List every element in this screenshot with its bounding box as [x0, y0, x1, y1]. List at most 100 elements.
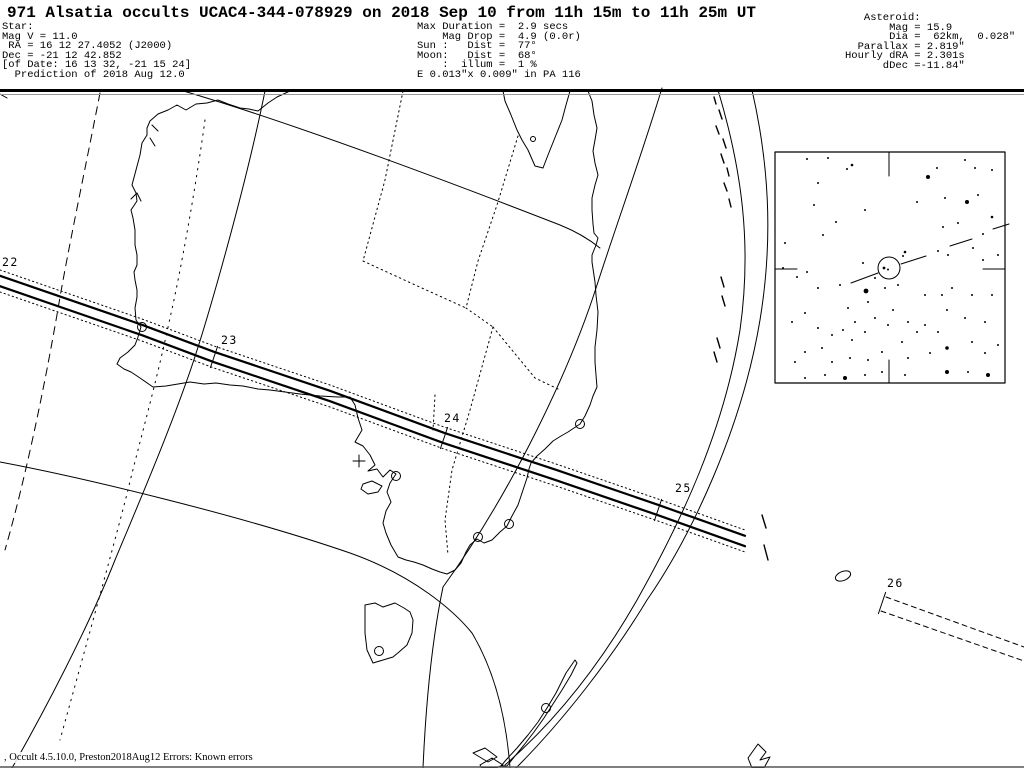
hour-label-24: 24	[444, 411, 461, 425]
inset-star	[864, 331, 866, 333]
status-bar: , Occult 4.5.10.0, Preston2018Aug12 Erro…	[2, 752, 255, 763]
asteroid-info-block: Asteroid: Mag = 15.9 Dia = 62km, 0.028" …	[845, 12, 1016, 72]
inset-star	[827, 157, 829, 159]
inset-star	[864, 374, 866, 376]
inset-star	[835, 221, 837, 223]
hour-tick-24	[439, 426, 449, 450]
map-annotations: 22 23 24 25 26	[2, 255, 904, 713]
hour-label-26: 26	[887, 576, 904, 590]
inset-star	[862, 262, 864, 264]
inset-crosshair-ticks	[774, 151, 1006, 384]
inset-star	[863, 288, 869, 294]
asteroid-track-dashdot	[850, 223, 1010, 284]
inset-star	[850, 163, 854, 167]
inset-star	[821, 347, 823, 349]
path-south-limit	[0, 285, 747, 548]
inset-star	[849, 357, 851, 359]
hour-label-25: 25	[675, 481, 692, 495]
inset-star	[831, 334, 833, 336]
event-info-block: Max Duration = 2.9 secs Mag Drop = 4.9 (…	[417, 21, 581, 81]
inset-star	[806, 158, 808, 160]
inset-star	[903, 250, 907, 254]
inset-star	[944, 197, 946, 199]
inset-star	[926, 175, 930, 179]
gulf-island	[530, 136, 536, 142]
island-ellipse	[834, 570, 852, 582]
finder-chart-inset	[774, 151, 1010, 384]
inset-star	[867, 301, 869, 303]
cross-marker	[352, 454, 366, 468]
path-error-limit-south	[0, 291, 746, 553]
barrier-reef-marks	[713, 96, 769, 561]
site-marker	[504, 519, 514, 529]
kangaroo-island	[360, 480, 383, 495]
inset-star	[997, 344, 999, 346]
inset-star	[874, 317, 876, 319]
inset-star	[971, 341, 973, 343]
map-frame	[0, 89, 1024, 768]
inset-star	[824, 374, 826, 376]
inset-star	[929, 352, 931, 354]
hour-tick-23	[209, 345, 219, 369]
shark-bay-detail	[130, 124, 159, 202]
inset-star	[957, 222, 959, 224]
inset-star	[916, 201, 918, 203]
inset-star	[974, 167, 976, 169]
inset-star	[804, 351, 806, 353]
inset-star	[991, 169, 993, 171]
inset-star	[902, 255, 904, 257]
hour-tick-26	[877, 591, 887, 615]
inset-star	[982, 259, 984, 261]
inset-star	[964, 159, 966, 161]
inset-star	[972, 247, 974, 249]
inset-star	[881, 371, 883, 373]
inset-star	[904, 374, 906, 376]
inset-star	[977, 194, 979, 196]
inset-star	[907, 321, 909, 323]
inset-star	[791, 321, 793, 323]
hour-label-23: 23	[221, 333, 238, 347]
inset-star	[874, 277, 876, 279]
tasmania-coastline	[364, 602, 414, 664]
inset-star	[936, 167, 938, 169]
hour-label-22: 22	[2, 255, 19, 269]
inset-star	[831, 361, 833, 363]
inset-star	[784, 242, 786, 244]
path-extension-dashed	[880, 596, 1024, 662]
inset-star	[892, 309, 894, 311]
site-marker	[575, 419, 585, 429]
site-marker	[374, 646, 384, 656]
inset-star	[984, 352, 986, 354]
inset-star	[847, 307, 849, 309]
inset-star	[901, 341, 903, 343]
new-zealand-coastline	[472, 659, 771, 768]
site-marker	[541, 703, 551, 713]
inset-star	[947, 254, 949, 256]
site-marker	[473, 532, 483, 542]
inset-star	[990, 215, 994, 219]
inset-star	[881, 351, 883, 353]
inset-star	[851, 339, 853, 341]
inset-star	[796, 276, 798, 278]
inset-star	[997, 254, 999, 256]
inset-star	[884, 287, 886, 289]
inset-star	[942, 226, 944, 228]
inset-star	[964, 317, 966, 319]
inset-star	[806, 271, 808, 273]
inset-star	[842, 329, 844, 331]
inset-star	[991, 294, 993, 296]
inset-star	[971, 294, 973, 296]
site-marker	[391, 471, 401, 481]
target-star-circle	[877, 256, 901, 280]
australia-coastline	[0, 90, 599, 575]
inset-star	[951, 287, 953, 289]
inset-star	[804, 312, 806, 314]
inset-star	[946, 309, 948, 311]
inset-star	[907, 357, 909, 359]
inset-star	[846, 168, 848, 170]
site-marker	[137, 322, 147, 332]
inset-star	[854, 321, 856, 323]
gulf-of-carpentaria	[502, 90, 571, 169]
limit-curves	[0, 87, 769, 768]
